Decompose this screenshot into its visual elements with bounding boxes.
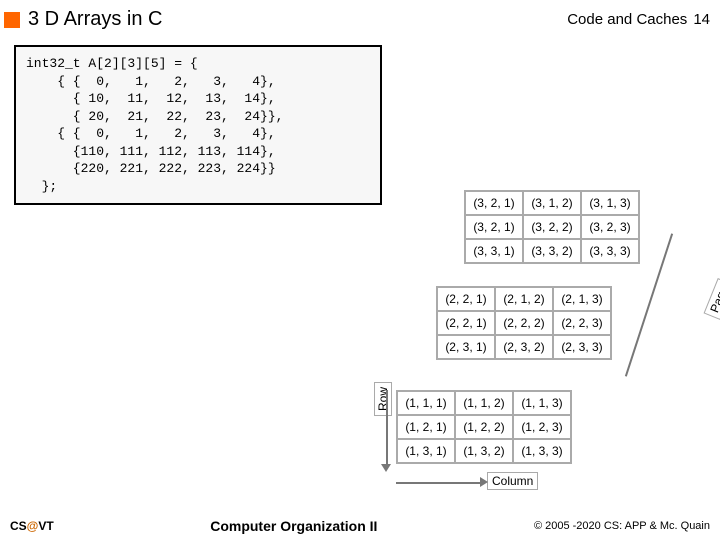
- axis-row-label: Row: [374, 382, 392, 416]
- footer-center: Computer Organization II: [54, 518, 534, 534]
- array-cell: (3, 3, 1): [465, 239, 523, 263]
- array-cell: (3, 2, 1): [465, 191, 523, 215]
- array-cell: (1, 3, 3): [513, 439, 571, 463]
- plate-1: (1, 1, 1)(1, 1, 2)(1, 1, 3)(1, 2, 1)(1, …: [396, 390, 572, 464]
- array-cell: (2, 2, 3): [553, 311, 611, 335]
- array-cell: (3, 2, 1): [465, 215, 523, 239]
- array-cell: (2, 2, 2): [495, 311, 553, 335]
- footer-left: CS@VT: [10, 519, 54, 533]
- array-cell: (2, 3, 3): [553, 335, 611, 359]
- array-cell: (3, 1, 3): [581, 191, 639, 215]
- table-row: (1, 3, 1)(1, 3, 2)(1, 3, 3): [397, 439, 571, 463]
- table-row: (2, 3, 1)(2, 3, 2)(2, 3, 3): [437, 335, 611, 359]
- array-cell: (2, 2, 1): [437, 311, 495, 335]
- footer-vt: VT: [38, 519, 53, 533]
- array-cell: (2, 3, 2): [495, 335, 553, 359]
- footer-at: @: [27, 519, 39, 533]
- title-bullet: [4, 12, 20, 28]
- page-number: 14: [693, 11, 710, 28]
- array-cell: (2, 3, 1): [437, 335, 495, 359]
- axis-col-label: Column: [487, 472, 538, 490]
- plate-3: (3, 2, 1)(3, 1, 2)(3, 1, 3)(3, 2, 1)(3, …: [464, 190, 640, 264]
- array-cell: (2, 2, 1): [437, 287, 495, 311]
- array-cell: (1, 3, 2): [455, 439, 513, 463]
- table-row: (3, 3, 1)(3, 3, 2)(3, 3, 3): [465, 239, 639, 263]
- array-cell: (3, 3, 2): [523, 239, 581, 263]
- table-row: (3, 2, 1)(3, 1, 2)(3, 1, 3): [465, 191, 639, 215]
- table-row: (1, 1, 1)(1, 1, 2)(1, 1, 3): [397, 391, 571, 415]
- array-3d-diagram: (3, 2, 1)(3, 1, 2)(3, 1, 3)(3, 2, 1)(3, …: [392, 190, 710, 490]
- table-row: (2, 2, 1)(2, 2, 2)(2, 2, 3): [437, 311, 611, 335]
- array-cell: (2, 1, 2): [495, 287, 553, 311]
- array-cell: (1, 1, 1): [397, 391, 455, 415]
- slide-footer: CS@VT Computer Organization II © 2005 -2…: [0, 518, 720, 534]
- array-cell: (3, 2, 3): [581, 215, 639, 239]
- array-cell: (3, 3, 3): [581, 239, 639, 263]
- array-cell: (3, 1, 2): [523, 191, 581, 215]
- array-cell: (1, 2, 3): [513, 415, 571, 439]
- array-cell: (1, 2, 1): [397, 415, 455, 439]
- array-cell: (2, 1, 3): [553, 287, 611, 311]
- array-cell: (1, 2, 2): [455, 415, 513, 439]
- axis-page-label: Page: [704, 278, 720, 320]
- section-label: Code and Caches: [567, 11, 687, 28]
- array-cell: (3, 2, 2): [523, 215, 581, 239]
- table-row: (1, 2, 1)(1, 2, 2)(1, 2, 3): [397, 415, 571, 439]
- code-block: int32_t A[2][3][5] = { { { 0, 1, 2, 3, 4…: [14, 45, 382, 205]
- array-cell: (1, 1, 3): [513, 391, 571, 415]
- footer-right: © 2005 -2020 CS: APP & Mc. Quain: [534, 520, 710, 532]
- footer-cs: CS: [10, 519, 27, 533]
- slide-header: 3 D Arrays in C Code and Caches 14: [0, 0, 720, 37]
- array-cell: (1, 3, 1): [397, 439, 455, 463]
- page-title: 3 D Arrays in C: [28, 8, 567, 31]
- table-row: (2, 2, 1)(2, 1, 2)(2, 1, 3): [437, 287, 611, 311]
- array-cell: (1, 1, 2): [455, 391, 513, 415]
- plate-2: (2, 2, 1)(2, 1, 2)(2, 1, 3)(2, 2, 1)(2, …: [436, 286, 612, 360]
- table-row: (3, 2, 1)(3, 2, 2)(3, 2, 3): [465, 215, 639, 239]
